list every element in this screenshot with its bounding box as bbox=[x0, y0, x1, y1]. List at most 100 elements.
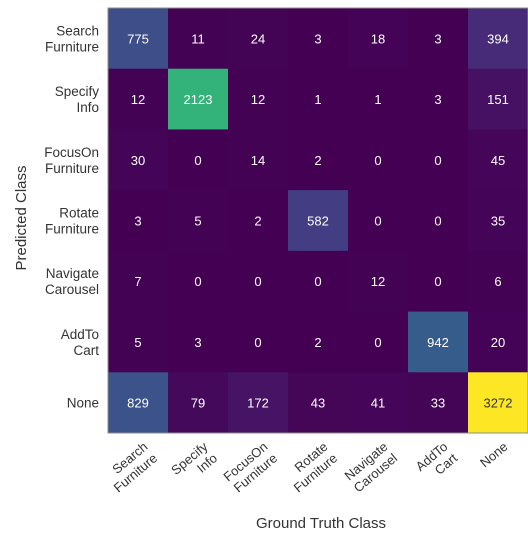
cell-value-label: 151 bbox=[487, 92, 509, 107]
heatmap-cell bbox=[468, 311, 528, 373]
cell-value-label: 0 bbox=[194, 274, 201, 289]
heatmap-cell bbox=[108, 372, 169, 434]
cell-value-label: 2123 bbox=[184, 92, 213, 107]
cell-value-label: 942 bbox=[427, 335, 449, 350]
cell-value-label: 3 bbox=[434, 31, 441, 46]
cell-value-label: 172 bbox=[247, 396, 269, 411]
heatmap-cell bbox=[288, 190, 349, 252]
heatmap-cell bbox=[468, 190, 528, 252]
heatmap-cell bbox=[348, 190, 409, 252]
cell-value-label: 5 bbox=[134, 335, 141, 350]
cell-value-label: 3 bbox=[134, 214, 141, 229]
heatmap-cell bbox=[228, 190, 289, 252]
cell-value-label: 3272 bbox=[484, 396, 513, 411]
svg-text:FocusOnFurniture: FocusOnFurniture bbox=[220, 439, 280, 496]
heatmap-cell bbox=[348, 68, 409, 130]
cell-value-label: 41 bbox=[371, 396, 385, 411]
svg-text:SpecifyInfo: SpecifyInfo bbox=[168, 439, 220, 490]
cell-value-label: 3 bbox=[314, 31, 321, 46]
cell-value-label: 20 bbox=[491, 335, 505, 350]
heatmap-cell bbox=[228, 372, 289, 434]
y-axis-label: Predicted Class bbox=[13, 165, 30, 270]
heatmap-cell bbox=[168, 68, 229, 130]
cell-value-label: 0 bbox=[254, 335, 261, 350]
heatmap-cell bbox=[228, 68, 289, 130]
heatmap-cell bbox=[228, 311, 289, 373]
heatmap-cell bbox=[288, 129, 349, 191]
cell-value-label: 0 bbox=[314, 274, 321, 289]
y-tick-label-search-furniture: Search Furniture bbox=[45, 23, 99, 54]
cell-value-label: 0 bbox=[254, 274, 261, 289]
x-tick-label-navigate-carousel: NavigateCarousel bbox=[341, 439, 401, 495]
cell-value-label: 24 bbox=[251, 31, 265, 46]
heatmap-cell bbox=[468, 250, 528, 313]
x-tick-label-specify-info: SpecifyInfo bbox=[168, 439, 220, 490]
svg-text:NavigateCarousel: NavigateCarousel bbox=[341, 439, 400, 495]
cell-value-label: 2 bbox=[314, 153, 321, 168]
cell-value-label: 3 bbox=[434, 92, 441, 107]
cell-value-label: 12 bbox=[251, 92, 265, 107]
heatmap-cell bbox=[168, 250, 229, 313]
heatmap-cell bbox=[468, 129, 528, 191]
heatmap-cell bbox=[348, 311, 409, 373]
heatmap-cell bbox=[288, 372, 349, 434]
heatmap-cell bbox=[228, 250, 289, 313]
svg-text:RotateFurniture: RotateFurniture bbox=[281, 439, 340, 495]
cell-value-label: 1 bbox=[314, 92, 321, 107]
cell-value-label: 1 bbox=[374, 92, 381, 107]
x-tick-label-addto-cart: AddToCart bbox=[413, 439, 461, 486]
cell-value-label: 2 bbox=[314, 335, 321, 350]
heatmap-cell bbox=[108, 190, 169, 252]
heatmap-cell bbox=[168, 8, 229, 70]
heatmap-cell bbox=[408, 68, 469, 130]
heatmap-cell bbox=[408, 311, 469, 373]
heatmap-cell bbox=[288, 250, 349, 313]
heatmap-cell bbox=[288, 68, 349, 130]
heatmap-cell bbox=[108, 250, 169, 313]
heatmap-cell bbox=[408, 8, 469, 70]
cell-value-label: 7 bbox=[134, 274, 141, 289]
heatmap-cell bbox=[168, 311, 229, 373]
heatmap-cell bbox=[168, 190, 229, 252]
heatmap-cell bbox=[288, 8, 349, 70]
cell-value-label: 582 bbox=[307, 214, 329, 229]
y-tick-labels: Search Furniture Specify Info FocusOn Furnitu… bbox=[44, 23, 99, 410]
cell-value-label: 0 bbox=[434, 214, 441, 229]
cell-value-label: 12 bbox=[131, 92, 145, 107]
cell-value-label: 11 bbox=[191, 31, 205, 46]
cell-value-label: 0 bbox=[434, 274, 441, 289]
cell-value-label: 12 bbox=[371, 274, 385, 289]
heatmap-cell bbox=[348, 250, 409, 313]
cell-value-label: 394 bbox=[487, 31, 509, 46]
cell-value-label: 3 bbox=[194, 335, 201, 350]
y-tick-label-navigate-carousel: Navigate Carousel bbox=[45, 266, 99, 297]
heatmap-cell bbox=[468, 8, 528, 70]
heatmap-cell bbox=[408, 372, 469, 434]
cell-value-label: 43 bbox=[311, 396, 325, 411]
heatmap-cell bbox=[108, 8, 169, 70]
x-tick-label-none: None bbox=[477, 439, 510, 470]
plot-frame bbox=[107, 7, 528, 434]
cell-value-label: 0 bbox=[374, 153, 381, 168]
heatmap-cell bbox=[228, 129, 289, 191]
heatmap-cell bbox=[228, 8, 289, 70]
y-tick-label-rotate-furniture: Rotate Furniture bbox=[45, 206, 99, 237]
heatmap-cell bbox=[168, 372, 229, 434]
cell-value-label: 35 bbox=[491, 214, 505, 229]
x-tick-labels: SearchFurniture SpecifyInfo FocusOnFurnitu… bbox=[109, 439, 510, 496]
x-axis-label: Ground Truth Class bbox=[256, 515, 386, 532]
x-tick-label-focuson-furniture: FocusOnFurniture bbox=[220, 439, 280, 496]
cell-value-label: 0 bbox=[374, 214, 381, 229]
heatmap-cell bbox=[468, 372, 528, 434]
cell-value-label: 6 bbox=[494, 274, 501, 289]
heatmap-cell bbox=[288, 311, 349, 373]
heatmap-cell bbox=[408, 129, 469, 191]
cell-value-label: 14 bbox=[251, 153, 265, 168]
cell-value-label: 775 bbox=[127, 31, 149, 46]
svg-text:AddToCart: AddToCart bbox=[413, 439, 461, 486]
cell-value-label: 45 bbox=[491, 153, 505, 168]
heatmap-cell bbox=[408, 250, 469, 313]
y-tick-label-none: None bbox=[67, 396, 99, 411]
